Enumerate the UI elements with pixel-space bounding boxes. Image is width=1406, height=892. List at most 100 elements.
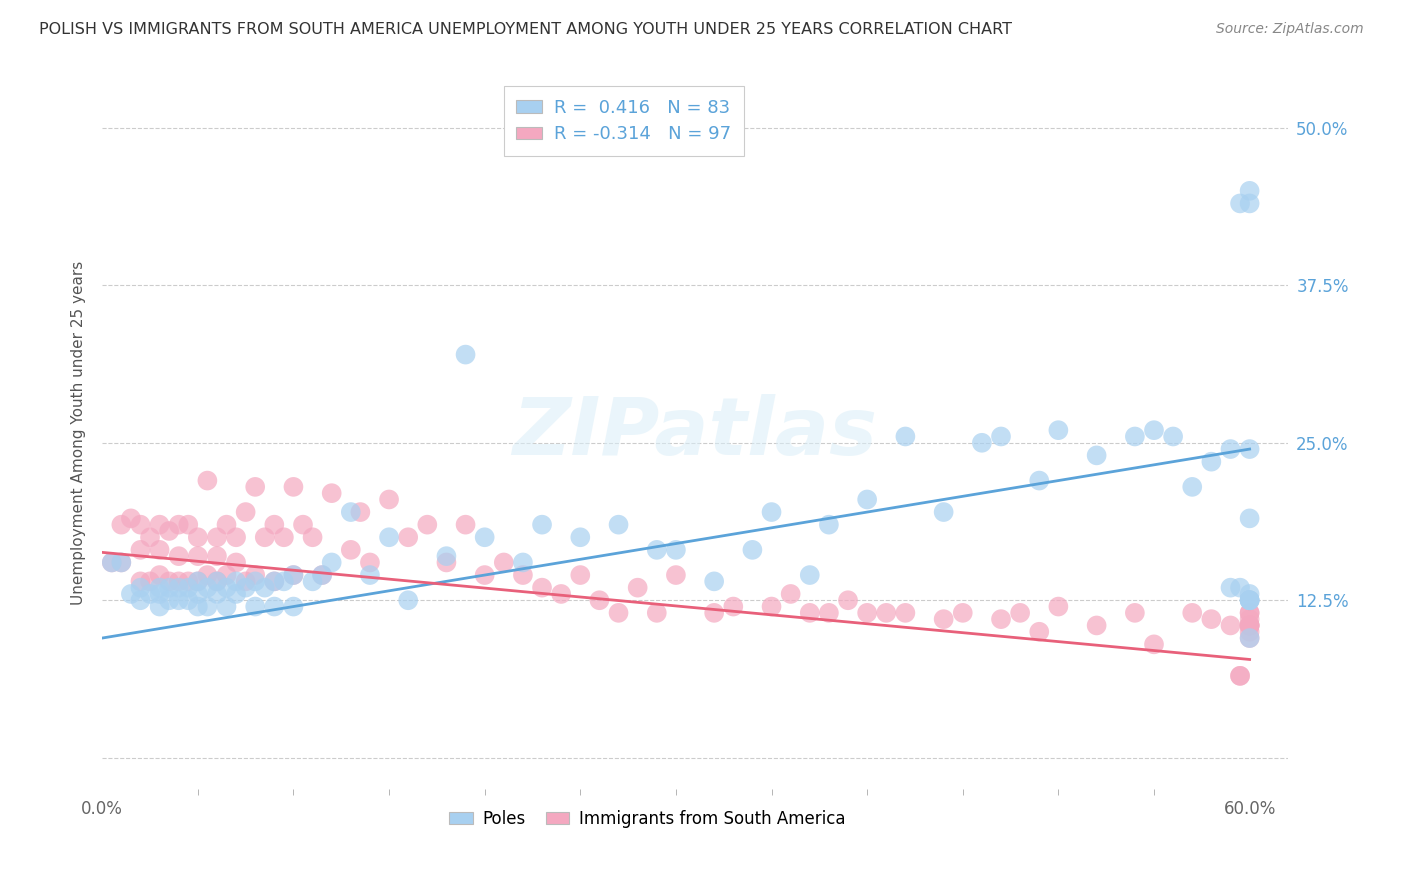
Point — [531, 581, 554, 595]
Point — [225, 530, 247, 544]
Point — [245, 574, 267, 589]
Point — [970, 435, 993, 450]
Point — [761, 599, 783, 614]
Point — [149, 568, 172, 582]
Point — [1229, 581, 1251, 595]
Point — [1239, 624, 1261, 639]
Point — [856, 606, 879, 620]
Point — [157, 524, 180, 538]
Point — [110, 517, 132, 532]
Point — [167, 593, 190, 607]
Point — [110, 556, 132, 570]
Point — [1229, 669, 1251, 683]
Y-axis label: Unemployment Among Youth under 25 years: Unemployment Among Youth under 25 years — [72, 261, 86, 606]
Point — [177, 517, 200, 532]
Point — [110, 556, 132, 570]
Point — [492, 556, 515, 570]
Point — [253, 581, 276, 595]
Point — [1219, 442, 1241, 456]
Point — [894, 606, 917, 620]
Point — [1239, 593, 1261, 607]
Point — [454, 517, 477, 532]
Point — [187, 574, 209, 589]
Point — [100, 556, 122, 570]
Point — [569, 568, 592, 582]
Point — [197, 568, 219, 582]
Point — [856, 492, 879, 507]
Point — [703, 574, 725, 589]
Point — [301, 530, 323, 544]
Point — [932, 612, 955, 626]
Point — [1047, 599, 1070, 614]
Point — [741, 542, 763, 557]
Legend: Poles, Immigrants from South America: Poles, Immigrants from South America — [443, 803, 852, 834]
Point — [875, 606, 897, 620]
Point — [1201, 455, 1223, 469]
Point — [1239, 606, 1261, 620]
Point — [263, 574, 285, 589]
Point — [761, 505, 783, 519]
Point — [120, 587, 142, 601]
Text: Source: ZipAtlas.com: Source: ZipAtlas.com — [1216, 22, 1364, 37]
Point — [1229, 669, 1251, 683]
Point — [799, 568, 821, 582]
Point — [378, 530, 401, 544]
Point — [215, 517, 238, 532]
Point — [205, 549, 228, 563]
Point — [1010, 606, 1032, 620]
Point — [273, 530, 295, 544]
Point — [665, 568, 688, 582]
Point — [187, 549, 209, 563]
Point — [245, 599, 267, 614]
Point — [215, 581, 238, 595]
Point — [225, 574, 247, 589]
Point — [139, 530, 162, 544]
Point — [167, 574, 190, 589]
Point — [894, 429, 917, 443]
Point — [645, 542, 668, 557]
Point — [235, 581, 257, 595]
Point — [723, 599, 745, 614]
Point — [1085, 449, 1108, 463]
Point — [187, 574, 209, 589]
Point — [1239, 618, 1261, 632]
Point — [283, 599, 305, 614]
Point — [157, 574, 180, 589]
Point — [607, 517, 630, 532]
Point — [359, 556, 381, 570]
Point — [1239, 593, 1261, 607]
Point — [1181, 606, 1204, 620]
Point — [205, 574, 228, 589]
Point — [1181, 480, 1204, 494]
Point — [569, 530, 592, 544]
Point — [321, 556, 343, 570]
Point — [283, 568, 305, 582]
Point — [818, 606, 841, 620]
Point — [245, 568, 267, 582]
Point — [100, 556, 122, 570]
Point — [120, 511, 142, 525]
Point — [1239, 587, 1261, 601]
Point — [1219, 618, 1241, 632]
Point — [311, 568, 333, 582]
Point — [215, 568, 238, 582]
Point — [245, 480, 267, 494]
Point — [157, 581, 180, 595]
Point — [177, 593, 200, 607]
Point — [225, 587, 247, 601]
Point — [474, 530, 496, 544]
Point — [139, 587, 162, 601]
Point — [779, 587, 801, 601]
Point — [1047, 423, 1070, 437]
Point — [436, 556, 458, 570]
Point — [235, 505, 257, 519]
Point — [129, 517, 152, 532]
Point — [321, 486, 343, 500]
Point — [799, 606, 821, 620]
Point — [932, 505, 955, 519]
Point — [1123, 429, 1146, 443]
Point — [263, 574, 285, 589]
Point — [512, 556, 534, 570]
Point — [1239, 618, 1261, 632]
Point — [990, 612, 1012, 626]
